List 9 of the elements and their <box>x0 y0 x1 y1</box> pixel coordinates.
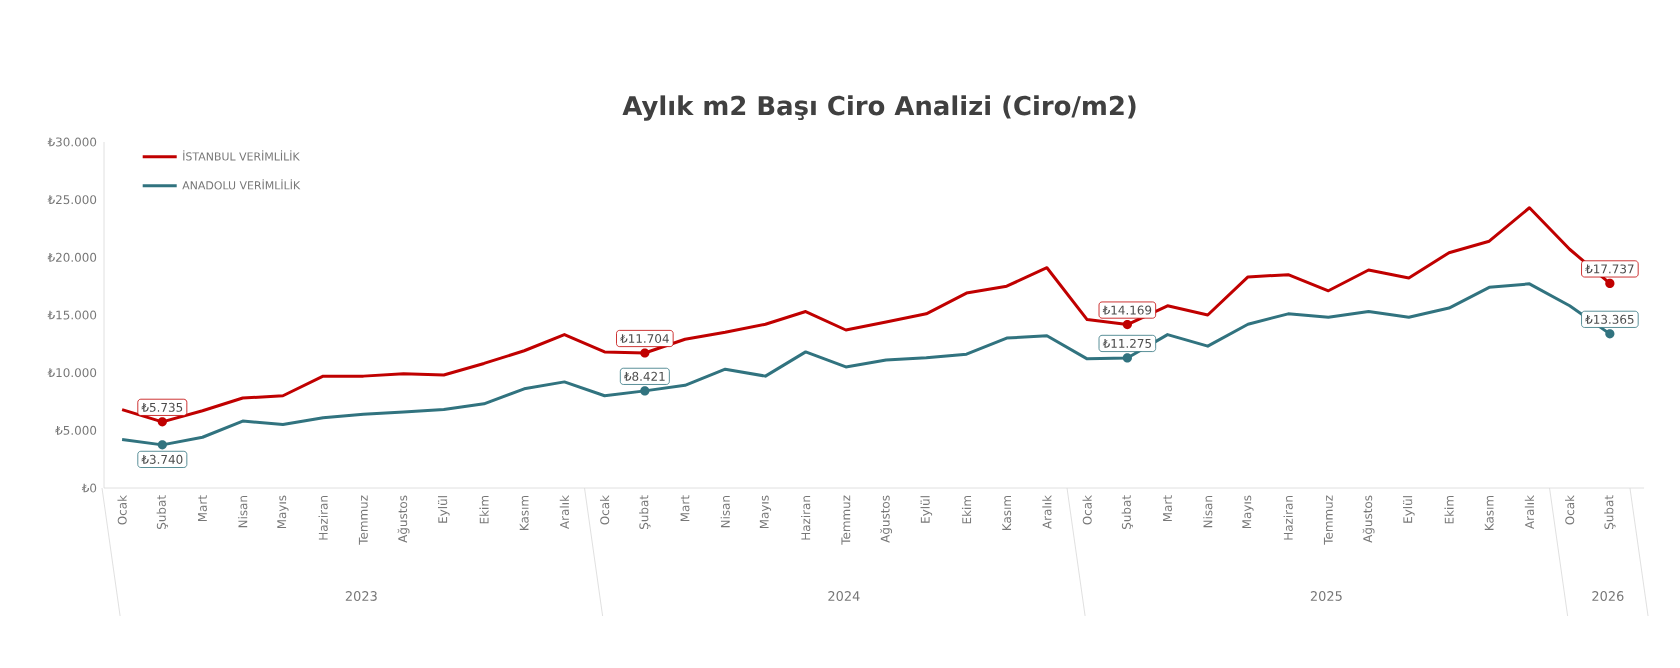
chart-title: Aylık m2 Başı Ciro Analizi (Ciro/m2) <box>622 95 1136 121</box>
point <box>1122 353 1132 363</box>
point <box>157 440 167 450</box>
point <box>640 386 650 396</box>
point <box>157 417 167 427</box>
point <box>1122 319 1132 330</box>
point <box>1605 278 1615 289</box>
point <box>1605 329 1615 339</box>
point <box>640 348 650 358</box>
